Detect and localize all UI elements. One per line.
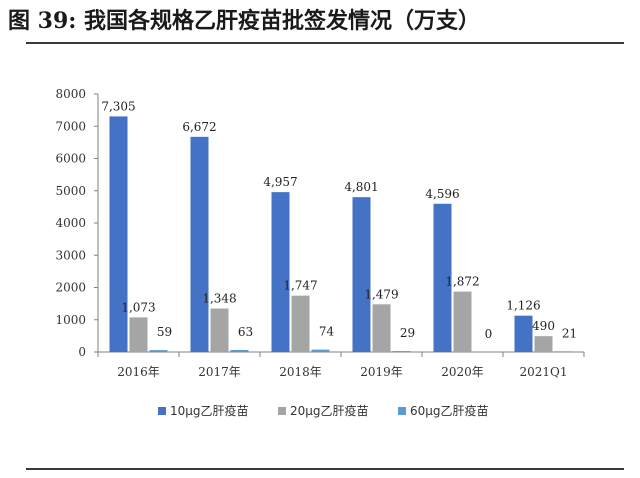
data-label: 1,073 [121,300,155,314]
y-tick-label: 5000 [55,184,86,198]
bottom-rule [26,468,624,470]
bar-1 [433,203,452,352]
y-tick-label: 0 [78,345,86,359]
bar-2 [534,336,553,352]
bar-3 [311,349,330,352]
bar-2 [210,308,229,352]
data-label: 7,305 [101,99,135,113]
x-category-label: 2017年 [198,365,241,379]
bar-1 [190,136,209,352]
data-label: 6,672 [182,120,216,134]
y-tick-label: 8000 [55,87,86,101]
data-label: 1,479 [364,287,398,301]
x-category-label: 2016年 [117,365,160,379]
data-label: 63 [238,325,253,339]
bar-3 [230,349,249,352]
data-label: 0 [485,327,493,341]
data-label: 59 [157,325,172,339]
data-label: 29 [400,326,415,340]
legend-label: 20μg乙肝疫苗 [290,403,369,418]
bar-3 [149,350,168,352]
y-tick-label: 3000 [55,248,86,262]
data-label: 21 [562,326,577,340]
figure-title: 图 39: 我国各规格乙肝疫苗批签发情况（万支） [8,8,481,34]
legend-swatch [398,407,406,415]
legend-swatch [278,407,286,415]
x-category-label: 2018年 [279,365,322,379]
y-tick-label: 7000 [55,119,86,133]
bar-1 [352,197,371,352]
title-rule [26,42,624,44]
x-category-label: 2020年 [441,365,484,379]
bar-1 [109,116,128,352]
data-label: 74 [319,325,335,339]
x-category-label: 2021Q1 [519,365,567,379]
bar-2 [129,317,148,352]
y-tick-label: 2000 [55,281,86,295]
legend-label: 60μg乙肝疫苗 [410,403,489,418]
bar-2 [291,295,310,352]
data-label: 490 [532,319,555,333]
data-label: 1,747 [283,279,317,293]
bar-3 [392,351,411,352]
data-label: 1,872 [445,275,479,289]
data-label: 4,596 [425,187,459,201]
data-label: 1,126 [506,299,540,313]
y-tick-label: 1000 [55,313,86,327]
bar-1 [271,192,290,352]
legend-swatch [158,407,166,415]
y-tick-label: 4000 [55,216,86,230]
x-category-label: 2019年 [360,365,403,379]
data-label: 1,348 [202,292,236,306]
bar-2 [372,304,391,352]
data-label: 4,801 [344,180,378,194]
bar-3 [554,351,573,352]
y-tick-label: 6000 [55,152,86,166]
bar-2 [453,291,472,352]
legend-label: 10μg乙肝疫苗 [170,403,249,418]
data-label: 4,957 [263,175,297,189]
bar-1 [514,315,533,352]
